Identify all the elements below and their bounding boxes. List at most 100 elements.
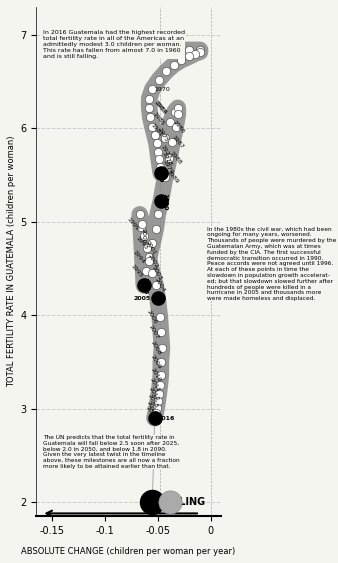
- Point: [158, 328, 164, 337]
- Point: [157, 381, 163, 390]
- Text: FALLING: FALLING: [160, 497, 205, 507]
- Point: [164, 67, 169, 76]
- Text: 2002: 2002: [147, 253, 159, 269]
- Text: 1999: 1999: [126, 216, 140, 231]
- Point: [171, 60, 176, 69]
- Point: [159, 343, 165, 352]
- Point: [158, 169, 164, 178]
- X-axis label: ABSOLUTE CHANGE (children per woman per year): ABSOLUTE CHANGE (children per woman per …: [22, 547, 236, 556]
- Point: [147, 94, 152, 103]
- Point: [138, 222, 143, 231]
- Point: [157, 162, 163, 171]
- Point: [144, 244, 150, 253]
- Text: 2010: 2010: [150, 367, 162, 383]
- Text: 1981: 1981: [149, 123, 163, 138]
- Point: [147, 253, 152, 262]
- Text: 2009: 2009: [150, 354, 162, 370]
- Text: 1960: 1960: [156, 43, 174, 48]
- Point: [192, 49, 197, 58]
- Text: In: In: [44, 30, 51, 35]
- Point: [162, 133, 168, 142]
- Point: [156, 389, 162, 398]
- Point: [154, 403, 159, 412]
- Point: [153, 409, 158, 418]
- Text: In the 1980s the civil war, which had been
ongoing for many years, worsened.
Tho: In the 1980s the civil war, which had be…: [208, 226, 337, 301]
- Point: [170, 138, 175, 147]
- Point: [150, 84, 155, 93]
- Point: [158, 358, 164, 367]
- Point: [153, 281, 158, 290]
- Point: [150, 498, 155, 507]
- Point: [162, 172, 168, 181]
- Point: [187, 52, 192, 61]
- Text: 1993: 1993: [134, 236, 148, 251]
- Text: The UN predicts that the total fertility rate in
Guatemala will fall below 2.5 s: The UN predicts that the total fertility…: [44, 435, 180, 469]
- Point: [150, 269, 155, 278]
- Point: [155, 397, 161, 406]
- Y-axis label: TOTAL FERTILITY RATE IN GUATEMALA (children per woman): TOTAL FERTILITY RATE IN GUATEMALA (child…: [7, 136, 16, 387]
- Point: [152, 131, 157, 140]
- Point: [168, 117, 173, 126]
- Point: [156, 75, 162, 84]
- Point: [187, 46, 192, 55]
- Point: [143, 267, 149, 276]
- Point: [178, 56, 184, 65]
- Point: [158, 197, 164, 206]
- Text: 1989: 1989: [165, 169, 179, 185]
- Text: 2011: 2011: [149, 377, 161, 394]
- Point: [155, 148, 161, 157]
- Text: 1987: 1987: [170, 135, 184, 150]
- Point: [141, 231, 147, 240]
- Text: 1985: 1985: [151, 111, 165, 127]
- Point: [152, 414, 157, 423]
- Text: 1978: 1978: [161, 151, 173, 167]
- Text: 2000: 2000: [141, 228, 146, 244]
- Point: [155, 294, 161, 303]
- Point: [156, 155, 162, 164]
- Text: 1988: 1988: [168, 151, 182, 166]
- Text: 2016: 2016: [158, 415, 175, 421]
- Text: 2007: 2007: [148, 324, 160, 340]
- Text: 1986: 1986: [171, 119, 185, 134]
- Point: [168, 498, 173, 507]
- Point: [150, 122, 155, 131]
- Point: [147, 104, 152, 113]
- Text: 1984: 1984: [153, 100, 167, 115]
- Point: [173, 122, 178, 131]
- Point: [139, 219, 145, 228]
- Text: 2008: 2008: [150, 340, 162, 356]
- Point: [141, 281, 147, 290]
- Point: [167, 154, 172, 163]
- Point: [197, 47, 203, 56]
- Point: [172, 107, 177, 116]
- Text: 1995: 1995: [130, 263, 144, 279]
- Text: 2015: 2015: [144, 405, 156, 422]
- Point: [153, 225, 158, 234]
- Text: 1979: 1979: [162, 159, 174, 175]
- Point: [137, 210, 142, 219]
- Text: 1983: 1983: [152, 99, 166, 115]
- Point: [147, 257, 152, 266]
- Point: [158, 370, 164, 379]
- Text: 1996: 1996: [142, 276, 147, 294]
- Text: 2013: 2013: [147, 393, 159, 409]
- Text: 1975: 1975: [156, 127, 169, 143]
- Point: [197, 46, 203, 55]
- Text: 2005: 2005: [133, 296, 150, 301]
- Point: [157, 312, 163, 321]
- Text: 1990: 1990: [162, 193, 167, 210]
- Text: 2004: 2004: [153, 278, 166, 293]
- Text: 2003: 2003: [150, 265, 163, 282]
- Text: 2012: 2012: [148, 386, 160, 402]
- Point: [175, 104, 180, 113]
- Text: 2006: 2006: [146, 309, 158, 325]
- Point: [150, 239, 155, 248]
- Point: [157, 46, 163, 55]
- Text: 1970: 1970: [154, 87, 170, 92]
- Text: 1994: 1994: [132, 250, 146, 265]
- Text: 1977: 1977: [160, 144, 172, 160]
- Text: In 2016 Guatemala had the highest recorded
total fertility rate in all of the Am: In 2016 Guatemala had the highest record…: [44, 30, 186, 59]
- Point: [175, 110, 180, 119]
- Text: 1980: 1980: [158, 164, 163, 182]
- Text: 2001: 2001: [145, 240, 157, 256]
